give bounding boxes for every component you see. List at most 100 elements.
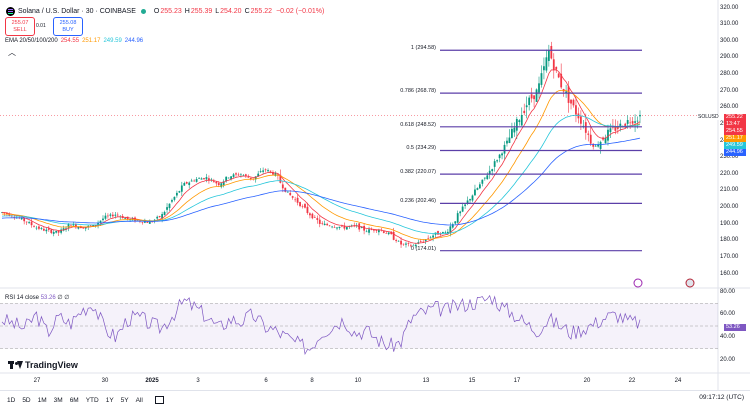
candle-body [158,216,161,218]
candle-body [249,177,252,180]
candle-body [311,213,314,219]
candle-body [99,220,102,223]
candle-body [309,213,311,216]
candle-body [491,169,494,172]
rsi-tag: 53.26 [724,324,746,331]
candle-body [304,204,306,208]
range-1m[interactable]: 1M [37,396,47,404]
price-axis-label: 280.00 [720,71,739,77]
range-3m[interactable]: 3M [53,396,63,404]
fib-level-label: 0.786 (268.78) [400,88,436,95]
range-1y[interactable]: 1Y [105,396,114,404]
candle-body [422,241,425,243]
ohlc-change-value: −0.02 (−0.01%) [276,7,325,15]
candle-body [55,230,58,233]
candle-body [341,225,343,227]
candle-body [557,73,560,78]
price-tag-ema20: 254.55 [724,128,746,135]
time-axis-label: 2025 [145,378,159,384]
sell-button[interactable]: 255.07 SELL [5,17,35,36]
candle-body [291,196,294,198]
candle-body [190,180,193,182]
range-all[interactable]: All [135,396,143,404]
candle-body [62,228,65,231]
fib-level-label: 0.618 (248.52) [400,121,436,128]
candle-body [247,177,250,178]
range-5d[interactable]: 5D [22,396,31,404]
candle-body [604,137,607,144]
candle-body [424,239,427,242]
candle-body [528,97,531,105]
candle-body [237,174,240,176]
date-range-icon[interactable] [154,396,164,404]
candle-body [459,211,462,214]
ohlc-high-key: H [184,7,190,15]
time-axis-label: 27 [33,378,41,384]
range-1d[interactable]: 1D [7,396,16,404]
buy-button[interactable]: 255.08 BUY [53,17,83,36]
candle-body [402,243,405,245]
rsi-label: RSI 14 close [5,295,40,301]
candle-body [375,230,378,231]
candle-body [446,231,449,234]
candle-body [240,174,242,176]
time-axis-label: 6 [264,378,268,384]
tradingview-logo[interactable]: TradingView [8,360,78,370]
candle-body [629,122,632,124]
candle-body [107,215,109,217]
candle-body [178,191,181,193]
candle-body [570,99,572,104]
candle-body [50,229,53,233]
rsi-legend[interactable]: RSI 14 close 53.26 ∅ ∅ [5,294,70,301]
ohlc-open-key: O [153,7,160,15]
range-5y[interactable]: 5Y [120,396,129,404]
collapse-chevron-icon[interactable]: ︿ [8,48,16,57]
candle-body [269,170,272,172]
time-axis-label: 24 [674,378,682,384]
candle-body [225,176,228,182]
candle-body [582,125,585,127]
rsi-extra: ∅ ∅ [57,295,70,301]
symbol-title[interactable]: Solana / U.S. Dollar · 30 · COINBASE [18,7,136,15]
range-6m[interactable]: 6M [69,396,79,404]
candle-body [316,218,319,220]
range-ytd[interactable]: YTD [85,396,99,404]
candle-body [390,231,393,235]
candle-body [274,172,277,176]
candle-body [306,206,309,213]
candle-body [619,123,622,128]
rsi-axis-label: 60.00 [720,311,736,318]
candle-body [188,182,191,186]
market-open-dot-icon [140,8,146,14]
candle-body [259,171,262,173]
candle-body [148,221,151,224]
candle-body [533,95,535,100]
candle-body [432,235,434,238]
candle-body [639,114,641,117]
candle-body [262,170,265,172]
candle-body [232,174,235,177]
ema50-value: 251.17 [82,38,101,44]
candle-body [70,224,72,226]
candle-body [84,227,87,229]
candle-body [395,240,398,242]
candle-body [30,221,33,226]
candle-body [444,232,447,233]
candle-body [451,224,454,228]
time-axis-label: 22 [628,378,636,384]
tv-mark-icon [8,361,23,369]
candle-body [102,218,104,221]
candle-body [97,222,99,225]
candle-body [456,213,459,223]
candle-body [634,121,636,123]
candle-body [483,177,486,179]
candle-body [368,229,370,233]
ema-legend[interactable]: EMA 20/50/100/200 254.55 251.17 249.59 2… [5,38,146,44]
clock[interactable]: 09:17:12 (UTC) [699,394,744,401]
candle-body [609,128,612,133]
candle-body [543,66,545,71]
time-axis-label: 13 [422,378,430,384]
candle-body [40,228,43,229]
